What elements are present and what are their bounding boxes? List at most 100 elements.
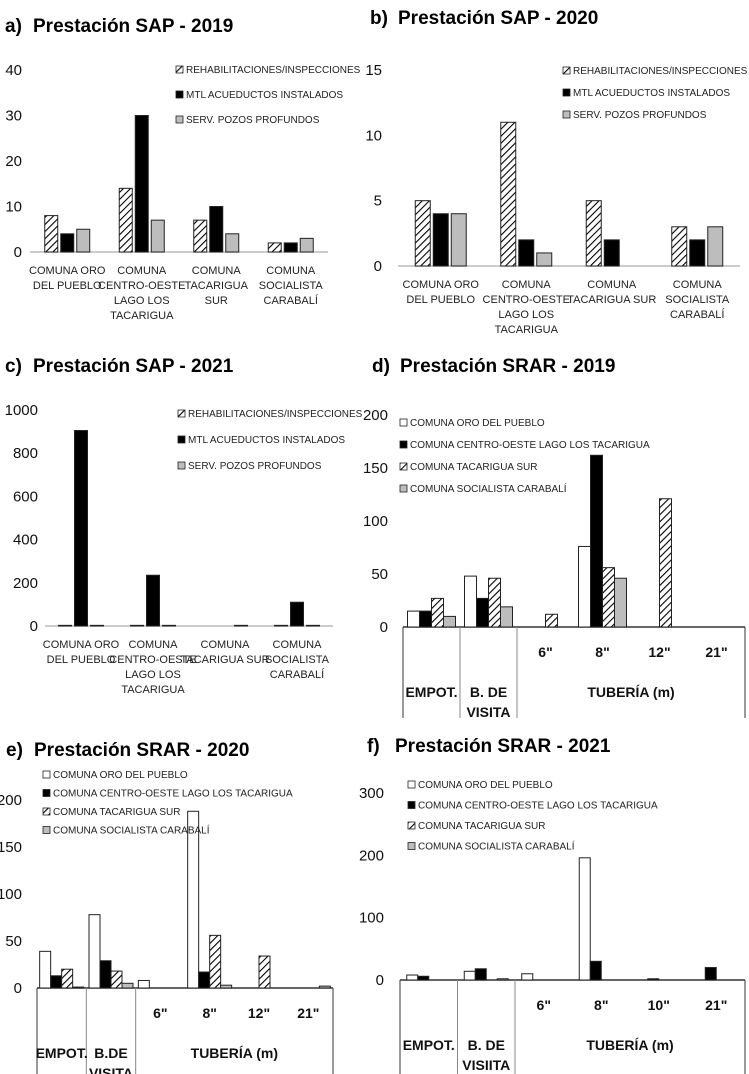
y-tick-label: 10 <box>365 127 382 144</box>
bar <box>99 960 112 989</box>
y-tick-label: 400 <box>13 532 38 549</box>
y-tick-label: 0 <box>14 980 22 997</box>
bar <box>545 613 558 628</box>
bar <box>198 971 211 989</box>
panel-2: c) Prestación SAP - 2021 0 200 400 600 800 1000… <box>5 356 363 696</box>
y-tick-label: 20 <box>5 153 22 170</box>
x-category-label: 8" <box>594 997 608 1013</box>
legend-swatch <box>42 807 51 816</box>
group-label: B. DE <box>470 684 507 700</box>
y-tick-label: 0 <box>380 619 388 636</box>
bar <box>614 577 627 628</box>
y-tick-label: 200 <box>0 792 22 809</box>
x-category-label: 8" <box>202 1005 216 1021</box>
legend-label: MTL ACUEDUCTOS INSTALADOS <box>573 88 730 99</box>
bar <box>419 610 432 628</box>
legend-swatch <box>177 435 186 444</box>
legend-label: COMUNA SOCIALISTA CARABALÍ <box>53 824 210 837</box>
x-category-label: DEL PUEBLO <box>47 654 116 666</box>
legend-label: COMUNA SOCIALISTA CARABALÍ <box>418 840 575 853</box>
bar <box>306 624 320 627</box>
legend-label: MTL ACUEDUCTOS INSTALADOS <box>188 435 345 446</box>
y-tick-label: 1000 <box>5 402 38 419</box>
legend-swatch <box>562 110 571 119</box>
legend-swatch <box>42 770 51 779</box>
x-category-label: TACARIGUA SUR <box>567 294 656 306</box>
bar <box>443 615 456 628</box>
x-category-label: COMUNA <box>201 639 251 651</box>
group-label: EMPOT. <box>36 1045 88 1061</box>
bar <box>659 498 672 628</box>
bar <box>74 430 88 627</box>
x-category-label: COMUNA <box>673 279 723 291</box>
y-tick-label: 5 <box>374 193 382 210</box>
group-label: B.DE <box>94 1045 127 1061</box>
x-category-label: 12" <box>648 644 670 660</box>
bar <box>518 239 535 267</box>
bar <box>274 624 288 627</box>
chart-title: Prestación SAP - 2019 <box>33 16 233 37</box>
bar <box>290 601 304 627</box>
y-tick-label: 200 <box>13 575 38 592</box>
x-category-label: COMUNA ORO <box>403 279 480 291</box>
x-category-label: CENTRO-OESTE <box>98 280 185 292</box>
legend-label: COMUNA ORO DEL PUEBLO <box>418 780 553 791</box>
chart-title: Prestación SAP - 2020 <box>398 8 598 29</box>
legend-label: COMUNA TACARIGUA SUR <box>418 821 545 832</box>
legend-label: COMUNA TACARIGUA SUR <box>410 462 537 473</box>
bar <box>318 985 331 989</box>
group-label: TUBERÍA (m) <box>586 1037 673 1053</box>
bar <box>474 968 487 981</box>
bar <box>44 215 59 253</box>
x-category-label: SOCIALISTA <box>259 280 324 292</box>
x-category-label: CENTRO-OESTE <box>483 294 570 306</box>
x-category-label: TACARIGUA <box>121 684 185 696</box>
bar <box>193 219 208 253</box>
legend-swatch <box>175 115 184 124</box>
x-category-label: TACARIGUA SUR <box>180 654 269 666</box>
legend-label: COMUNA ORO DEL PUEBLO <box>53 770 188 781</box>
bar <box>90 624 104 627</box>
bar <box>150 219 165 253</box>
bar <box>464 575 477 628</box>
legend-label: REHABILITACIONES/INSPECCIONES <box>188 409 363 420</box>
x-category-label: DEL PUEBLO <box>33 280 102 292</box>
bar <box>500 606 513 628</box>
legend-label: SERV. POZOS PROFUNDOS <box>573 110 707 121</box>
bar <box>283 242 298 253</box>
group-label: B. DE <box>468 1037 505 1053</box>
bar <box>88 914 101 989</box>
bar <box>406 974 419 981</box>
legend-label: COMUNA CENTRO-OESTE LAGO LOS TACARIGUA <box>418 801 658 812</box>
y-tick-label: 300 <box>359 785 384 802</box>
bar <box>603 239 620 267</box>
legend-swatch <box>407 842 416 850</box>
legend-label: SERV. POZOS PROFUNDOS <box>186 115 320 126</box>
bar <box>267 242 282 253</box>
bar <box>130 624 144 627</box>
legend-swatch <box>42 789 51 797</box>
panel-1: b) Prestación SAP - 2020 0 5 10 15 COMUNA ORO D… <box>365 8 747 336</box>
bar <box>450 213 467 267</box>
y-tick-label: 800 <box>13 445 38 462</box>
bar <box>463 970 476 981</box>
bar <box>134 115 149 253</box>
x-category-label: 8" <box>595 644 609 660</box>
y-tick-label: 150 <box>363 460 388 477</box>
bar <box>689 239 706 267</box>
legend-swatch <box>562 66 571 75</box>
x-category-label: TACARIGUA <box>495 324 559 336</box>
legend-swatch <box>175 65 184 74</box>
bar <box>110 970 123 989</box>
x-category-label: LAGO LOS <box>498 309 554 321</box>
panel-label: a) <box>5 16 22 37</box>
group-label: TUBERÍA (m) <box>191 1045 278 1061</box>
legend-swatch <box>407 780 416 789</box>
y-tick-label: 10 <box>5 199 22 216</box>
y-tick-label: 50 <box>5 933 22 950</box>
y-tick-label: 150 <box>0 839 22 856</box>
legend-swatch <box>177 461 186 470</box>
bar <box>209 934 222 989</box>
legend-swatch <box>399 418 408 427</box>
x-category-label: CARABALÍ <box>270 668 325 681</box>
